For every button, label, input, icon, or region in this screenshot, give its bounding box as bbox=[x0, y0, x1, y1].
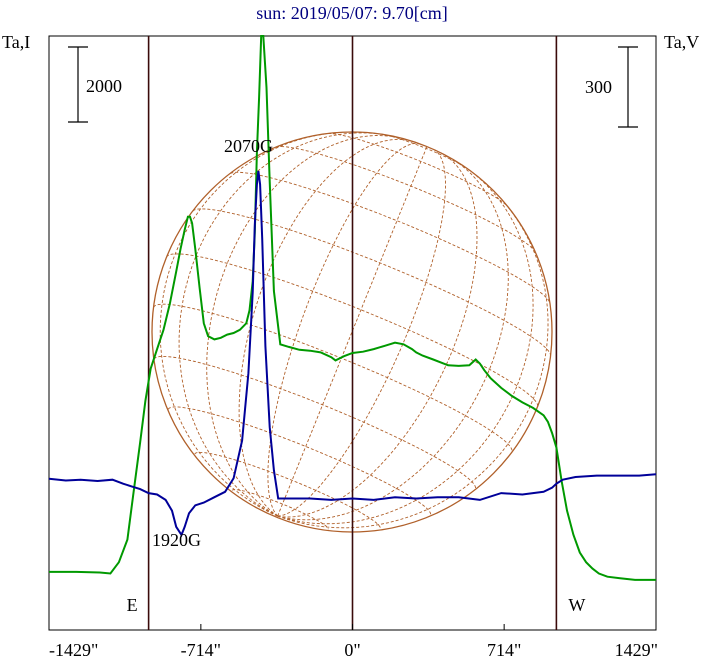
annotation-label: 1920G bbox=[152, 530, 201, 550]
x-tick-label: 714" bbox=[487, 640, 521, 660]
series-line-stokes-v bbox=[48, 170, 657, 538]
longitude-line bbox=[277, 149, 446, 517]
x-ticks: -1429" -714" 0" 714" 1429" bbox=[48, 624, 658, 660]
left-scale-bar: 2000 bbox=[68, 46, 122, 123]
reference-lines bbox=[147, 36, 558, 630]
right-scale-label: 300 bbox=[585, 77, 612, 97]
chart-title: sun: 2019/05/07: 9.70[cm] bbox=[256, 3, 448, 23]
longitude-line bbox=[277, 159, 509, 521]
x-tick-label: 0" bbox=[344, 640, 360, 660]
longitude-line bbox=[159, 132, 339, 517]
latitude-line bbox=[167, 406, 432, 516]
longitude-line bbox=[277, 167, 534, 525]
limb-label: W bbox=[568, 595, 585, 615]
latitude-line bbox=[192, 208, 552, 356]
annotation-label: 2070G bbox=[224, 136, 273, 156]
series-line-stokes-i bbox=[49, 35, 656, 581]
latitude-line bbox=[194, 451, 381, 529]
longitude-line bbox=[178, 132, 384, 517]
longitude-line bbox=[267, 142, 420, 517]
limb-label: E bbox=[127, 595, 138, 615]
longitude-line bbox=[277, 152, 478, 518]
longitude-line bbox=[206, 135, 399, 517]
right-axis-label: Ta,V bbox=[664, 32, 699, 52]
annotations: 2070G 1920G bbox=[152, 136, 273, 550]
x-tick-label: 1429" bbox=[615, 640, 658, 660]
solar-disk bbox=[151, 131, 553, 533]
longitude-line bbox=[238, 138, 413, 517]
longitude-line bbox=[277, 197, 549, 529]
latitude-line bbox=[328, 133, 508, 207]
left-scale-label: 2000 bbox=[86, 76, 122, 96]
x-tick-label: -1429" bbox=[49, 640, 98, 660]
longitude-line bbox=[277, 146, 428, 517]
right-scale-bar: 300 bbox=[585, 46, 638, 128]
left-axis-label: Ta,I bbox=[2, 32, 30, 52]
x-tick-label: -714" bbox=[181, 640, 221, 660]
latitude-line bbox=[230, 171, 551, 303]
